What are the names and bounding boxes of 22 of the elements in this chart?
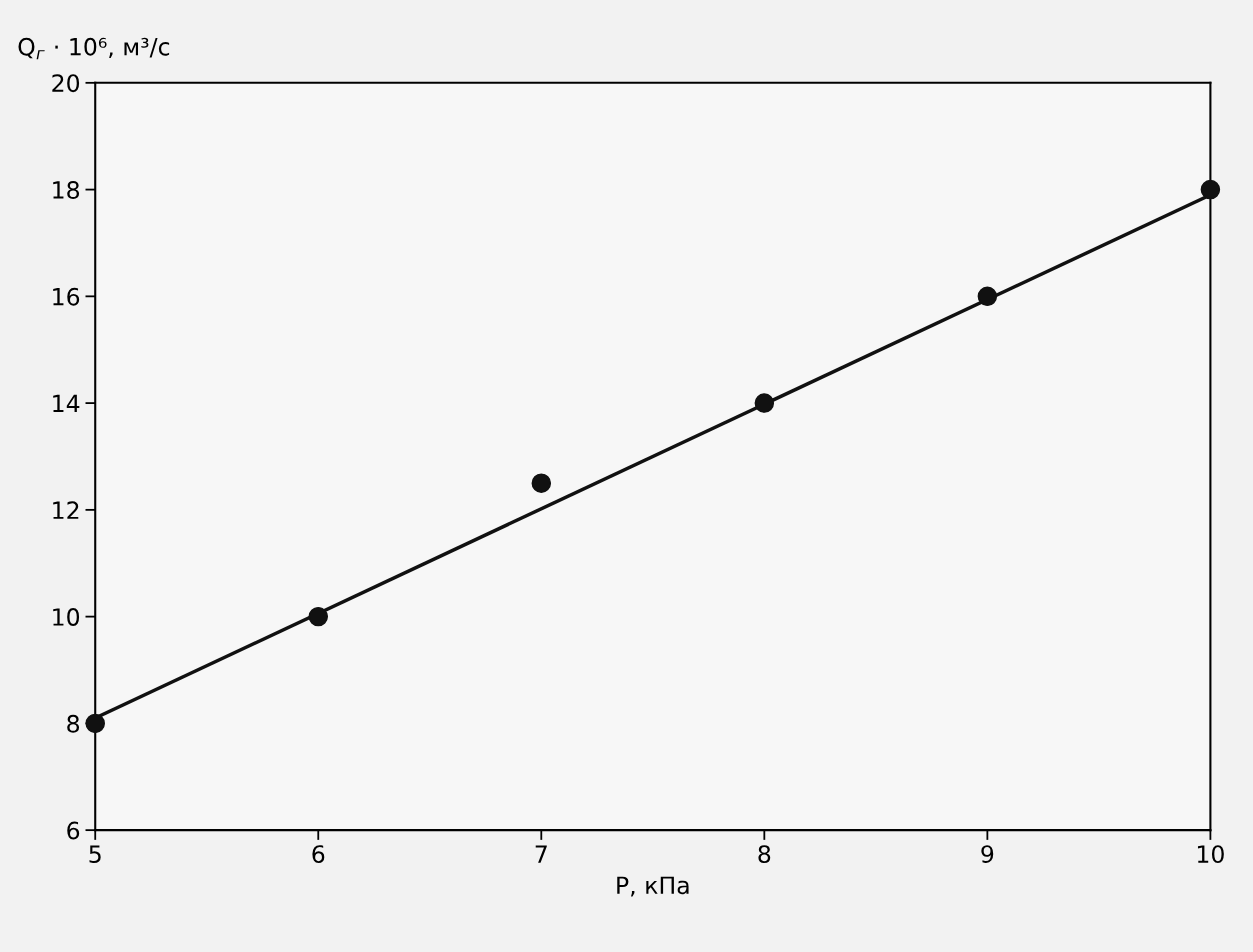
y-tick-label: 18 xyxy=(53,181,80,199)
x-tick-label: 6 xyxy=(312,845,325,863)
x-tick-label: 10 xyxy=(1197,845,1224,863)
x-tick-label: 7 xyxy=(535,845,547,863)
y-tick-label: 8 xyxy=(67,714,80,733)
y-axis-title: Q$_{г}$ · 10⁶, м³/с xyxy=(18,37,170,60)
x-axis-title: P, кПа xyxy=(617,876,689,897)
point xyxy=(531,473,552,493)
y-tick-label: 12 xyxy=(53,501,79,519)
y-tick-label: 20 xyxy=(52,74,80,93)
point xyxy=(85,713,105,734)
x-tick-label: 8 xyxy=(758,845,771,863)
point xyxy=(1200,179,1221,200)
point xyxy=(977,286,998,307)
point xyxy=(308,606,329,627)
y-tick-label: 10 xyxy=(53,608,80,626)
y-tick-label: 16 xyxy=(53,287,80,306)
x-tick-label: 9 xyxy=(981,845,994,863)
x-tick-label: 5 xyxy=(89,845,101,863)
point xyxy=(754,393,775,413)
y-tick-label: 6 xyxy=(67,821,80,840)
y-tick-label: 14 xyxy=(53,394,80,413)
